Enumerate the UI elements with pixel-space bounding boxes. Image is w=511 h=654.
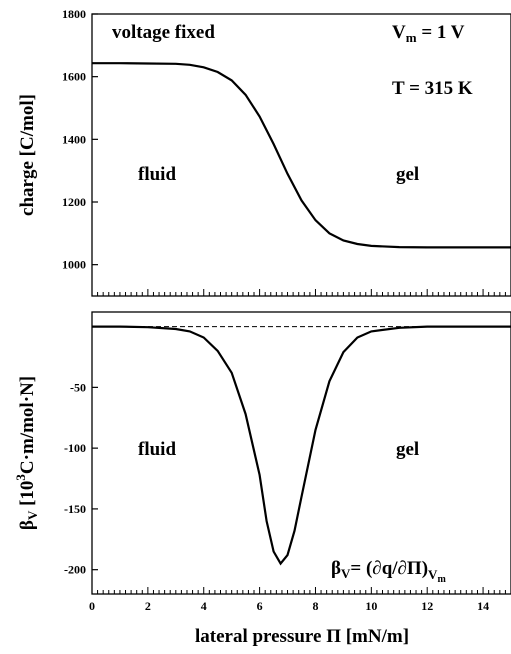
top-label-gel: gel: [396, 164, 419, 185]
bottom-y-ticks: -200 -150 -100 -50: [64, 380, 98, 577]
ylabel-open: [10: [17, 481, 38, 511]
y-tick-label: 1400: [62, 132, 86, 146]
vm-sub: m: [406, 30, 417, 45]
annotation-voltage-fixed: voltage fixed: [112, 22, 215, 43]
x-axis-label: lateral pressure Π [mN/m]: [195, 626, 409, 647]
charge-curve: [92, 62, 511, 249]
vm-base: V: [392, 22, 406, 43]
annotation-beta-formula: βV= (∂q/∂Π)Vm: [331, 558, 446, 585]
y-tick-label: -50: [70, 380, 86, 394]
x-tick-label: 2: [145, 599, 151, 613]
x-tick-label: 10: [365, 599, 377, 613]
formula-sub-v: V: [428, 567, 438, 582]
ylabel-rest: C·m/mol·N]: [17, 376, 38, 474]
formula-body: = (∂q/∂Π): [350, 558, 428, 579]
vm-rest: = 1 V: [417, 22, 465, 43]
x-tick-label: 8: [312, 599, 318, 613]
annotation-vm: Vm = 1 V: [392, 22, 465, 45]
annotation-temperature: T = 315 K: [392, 78, 473, 99]
bottom-y-axis-label: βV [103C·m/mol·N]: [13, 376, 40, 530]
top-y-ticks: 1000 1200 1400 1600 1800: [62, 7, 98, 272]
bottom-label-fluid: fluid: [138, 439, 176, 460]
ylabel-beta-sub: V: [25, 510, 40, 520]
y-tick-label: 1600: [62, 70, 86, 84]
formula-beta-sub: V: [341, 566, 351, 581]
bottom-panel: -200-150-100-50 0 2 4 6 8 10 12 14 fluid gel βV…: [13, 311, 511, 647]
bottom-label-gel: gel: [396, 439, 419, 460]
y-tick-label: -150: [64, 502, 86, 516]
bottom-plot-frame: [91, 311, 511, 595]
formula-sub-m: m: [437, 574, 446, 585]
y-tick-label: 1000: [62, 258, 86, 272]
x-tick-label: 6: [257, 599, 263, 613]
beta-curve: [92, 325, 511, 566]
top-x-ticks: [91, 289, 511, 296]
y-tick-label: 1200: [62, 195, 86, 209]
x-tick-label: 12: [421, 599, 433, 613]
top-panel: 1000 1200 1400 1600 1800 voltage fixed Vm = …: [17, 7, 511, 297]
top-y-axis-label: charge [C/mol]: [17, 94, 38, 216]
top-plot-frame: [91, 13, 511, 297]
y-tick-label: -200: [64, 563, 86, 577]
ylabel-beta: β: [17, 520, 38, 530]
x-tick-label: 4: [201, 599, 207, 613]
x-tick-label: 14: [477, 599, 489, 613]
y-tick-label: -100: [64, 441, 86, 455]
bottom-x-ticks: 0 2 4 6 8 10 12 14: [89, 587, 511, 613]
formula-beta: β: [331, 558, 341, 579]
y-tick-label: 1800: [62, 7, 86, 21]
x-tick-label: 0: [89, 599, 95, 613]
top-label-fluid: fluid: [138, 164, 176, 185]
ylabel-sup: 3: [13, 474, 28, 481]
